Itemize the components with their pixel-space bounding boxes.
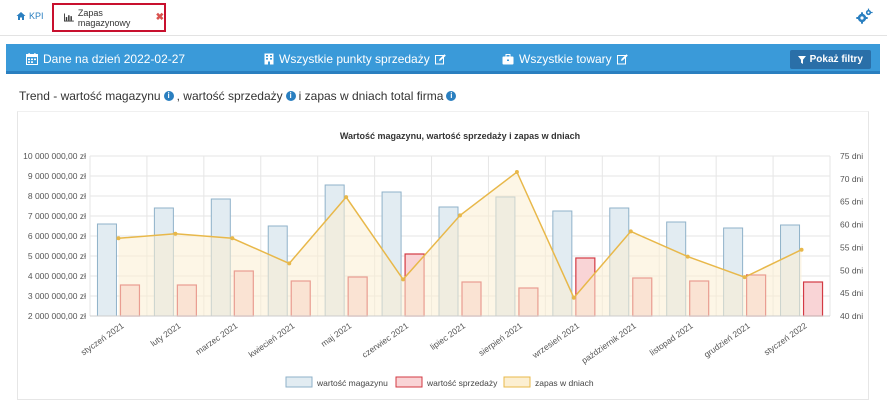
x-category-label: sierpień 2021 xyxy=(477,320,525,358)
x-category-label: kwiecień 2021 xyxy=(247,320,297,359)
stock-sales-chart: Wartość magazynu, wartość sprzedaży i za… xyxy=(23,131,863,388)
show-filters-label: Pokaż filtry xyxy=(809,54,863,65)
legend-swatch xyxy=(503,376,531,388)
days-point xyxy=(571,295,576,300)
panel-title-part2: , wartość sprzedaży xyxy=(176,89,283,103)
days-point xyxy=(401,277,406,282)
y-left-tick-label: 9 000 000,00 zł xyxy=(28,171,86,181)
x-category-label: czerwiec 2021 xyxy=(360,320,410,360)
info-icon[interactable]: i xyxy=(446,91,457,101)
panel-title-part3: i zapas w dniach total firma xyxy=(298,89,444,103)
x-category-label: grudzień 2021 xyxy=(702,320,752,359)
x-category-label: styczeń 2021 xyxy=(79,320,126,357)
sales-points-filter[interactable]: Wszystkie punkty sprzedaży xyxy=(264,52,446,66)
legend-label: wartość sprzedaży xyxy=(426,378,498,388)
x-category-label: maj 2021 xyxy=(319,320,354,348)
briefcase-icon xyxy=(502,53,514,64)
goods-filter-label: Wszystkie towary xyxy=(519,52,612,66)
days-point xyxy=(514,170,519,174)
y-right-tick-label: 55 dni xyxy=(840,242,863,252)
home-icon xyxy=(16,12,26,20)
gears-icon[interactable] xyxy=(855,8,873,26)
date-filter[interactable]: Dane na dzień 2022-02-27 xyxy=(26,52,185,66)
tab-active-label: Zapas magazynowy xyxy=(77,7,131,28)
y-right-tick-label: 65 dni xyxy=(840,197,863,207)
tab-kpi[interactable]: KPI xyxy=(16,11,44,21)
days-point xyxy=(287,261,292,266)
legend-swatch xyxy=(395,376,423,388)
x-category-label: listopad 2021 xyxy=(648,320,695,357)
y-left-tick-label: 7 000 000,00 zł xyxy=(28,211,86,221)
y-left-tick-label: 5 000 000,00 zł xyxy=(28,251,86,261)
edit-icon[interactable] xyxy=(434,53,446,65)
panel-title: Trend - wartość magazynu i , wartość spr… xyxy=(19,89,459,103)
days-point xyxy=(230,236,235,241)
days-point xyxy=(742,275,747,280)
filter-icon xyxy=(797,55,806,64)
legend-label: wartość magazynu xyxy=(316,378,388,388)
days-point xyxy=(685,254,690,259)
x-category-label: styczeń 2022 xyxy=(762,320,809,357)
bar-chart-icon xyxy=(64,13,74,22)
y-right-tick-label: 45 dni xyxy=(840,288,863,298)
y-left-tick-label: 4 000 000,00 zł xyxy=(28,271,86,281)
days-point xyxy=(344,195,349,200)
chart-title: Wartość magazynu, wartość sprzedaży i za… xyxy=(340,131,580,141)
x-category-label: lipiec 2021 xyxy=(428,320,467,352)
filter-bar: Dane na dzień 2022-02-27 Wszystkie punkt… xyxy=(6,44,880,74)
y-right-tick-label: 50 dni xyxy=(840,265,863,275)
y-left-tick-label: 6 000 000,00 zł xyxy=(28,231,86,241)
days-point xyxy=(116,236,121,241)
info-icon[interactable]: i xyxy=(163,91,174,101)
x-category-label: luty 2021 xyxy=(149,320,183,348)
show-filters-button[interactable]: Pokaż filtry xyxy=(789,50,871,69)
y-left-tick-label: 8 000 000,00 zł xyxy=(28,191,86,201)
legend-label: zapas w dniach xyxy=(535,378,594,388)
days-point xyxy=(799,247,804,252)
edit-icon[interactable] xyxy=(616,53,628,65)
days-point xyxy=(628,229,633,234)
tab-bar: KPI Zapas magazynowy ✖ xyxy=(0,0,887,36)
x-category-label: październik 2021 xyxy=(580,320,639,365)
y-right-tick-label: 60 dni xyxy=(840,220,863,230)
x-category-label: marzec 2021 xyxy=(193,320,239,357)
bar-stock-value xyxy=(96,223,117,317)
days-area xyxy=(118,172,802,316)
calendar-icon xyxy=(26,53,38,65)
building-icon xyxy=(264,53,274,65)
close-tab-icon[interactable]: ✖ xyxy=(155,12,164,23)
y-right-tick-label: 75 dni xyxy=(840,151,863,161)
legend-swatch xyxy=(285,376,313,388)
x-category-label: wrzesień 2021 xyxy=(530,320,582,360)
y-left-tick-label: 2 000 000,00 zł xyxy=(28,311,86,321)
days-point xyxy=(458,213,462,218)
y-right-tick-label: 40 dni xyxy=(840,311,863,321)
y-left-tick-label: 3 000 000,00 zł xyxy=(28,291,86,301)
chart-container: Wartość magazynu, wartość sprzedaży i za… xyxy=(17,111,869,400)
date-filter-label: Dane na dzień 2022-02-27 xyxy=(43,52,186,66)
y-right-tick-label: 70 dni xyxy=(840,174,863,184)
tab-zapas-magazynowy[interactable]: Zapas magazynowy ✖ xyxy=(52,3,166,32)
goods-filter[interactable]: Wszystkie towary xyxy=(502,52,628,66)
y-left-tick-label: 10 000 000,00 zł xyxy=(23,151,86,161)
tab-kpi-label: KPI xyxy=(29,11,44,21)
bar-sales-value xyxy=(802,281,824,317)
info-icon[interactable]: i xyxy=(285,91,296,101)
sales-points-label: Wszystkie punkty sprzedaży xyxy=(279,52,430,66)
days-point xyxy=(173,231,178,236)
panel-title-part1: Trend - wartość magazynu xyxy=(19,89,161,103)
